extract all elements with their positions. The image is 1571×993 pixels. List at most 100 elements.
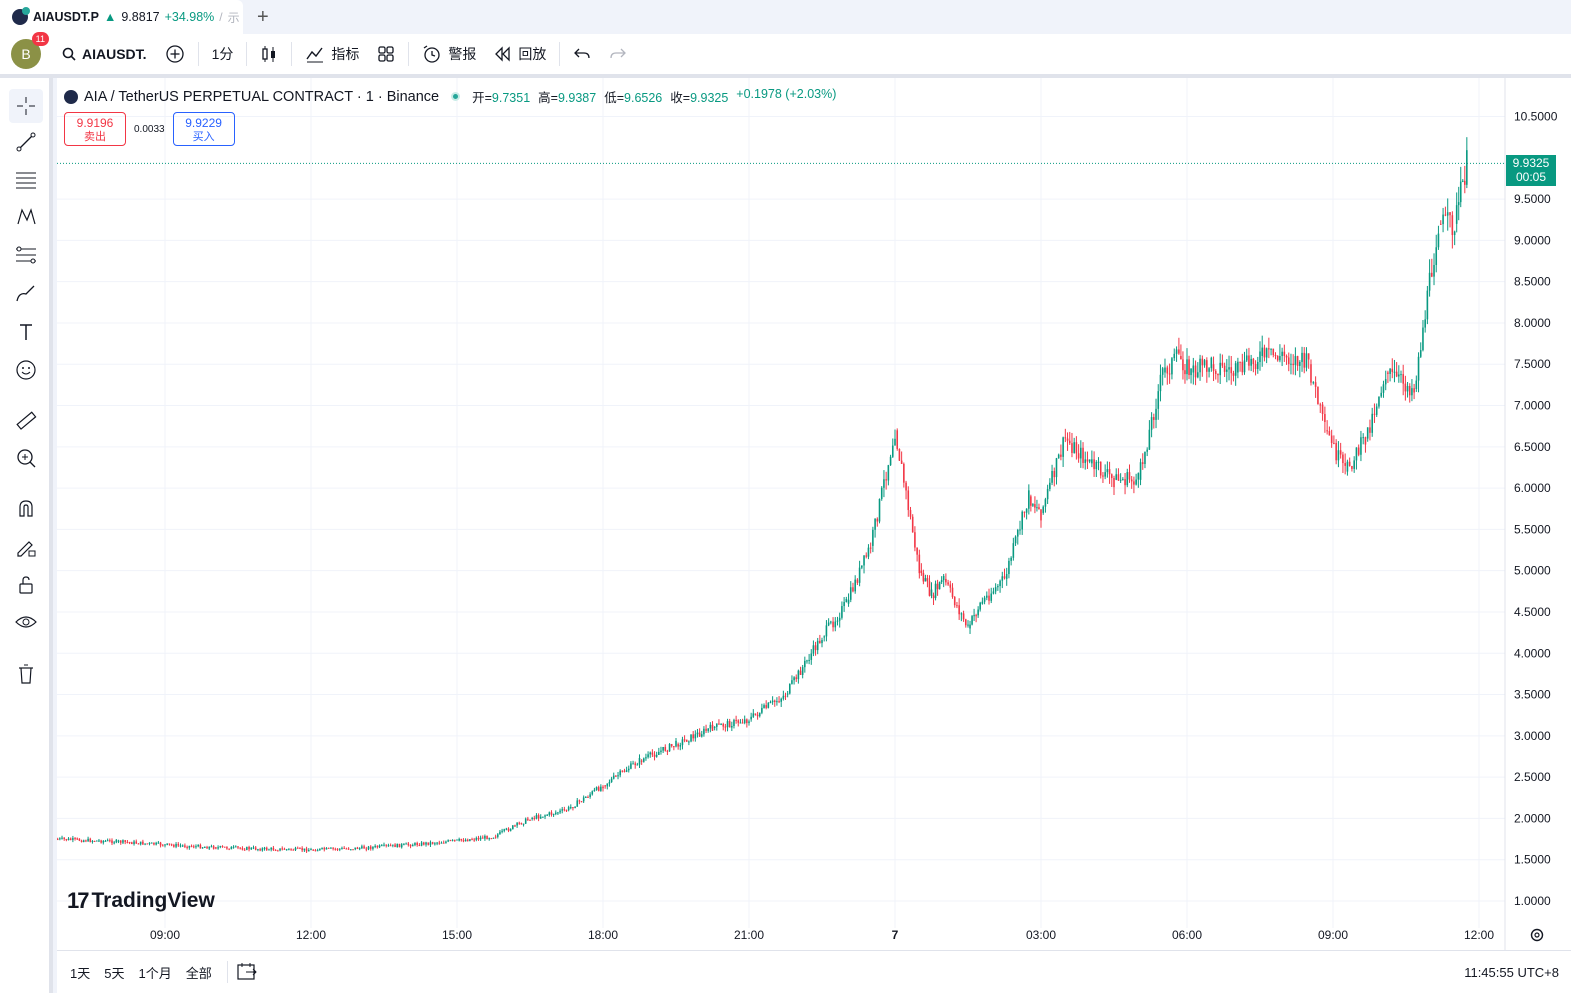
candle-body [1175,349,1178,354]
candle-body [550,812,553,815]
candle-body [1139,462,1142,480]
candle-body [1228,367,1230,370]
candle-body [1259,351,1261,363]
candle-body [894,438,896,446]
candle-body [1328,431,1331,436]
lock-drawing-icon[interactable] [9,530,43,564]
emoji-icon[interactable] [9,353,43,387]
new-tab-plus-icon[interactable]: + [257,5,269,28]
candle-body [1272,348,1275,355]
candle-body [981,601,984,604]
trend-line-icon[interactable] [9,125,43,159]
alert-button[interactable]: 警报 [413,39,485,69]
candle-body [1135,479,1137,485]
indicators-button[interactable]: 指标 [296,39,368,69]
interval-label: 1分 [211,46,234,62]
candle-body [144,843,146,845]
settings-gear-icon[interactable] [1529,927,1545,948]
candle-body [720,724,722,726]
candle-body [411,845,414,847]
symbol-search-button[interactable]: AIAUSDT. [53,39,156,69]
candle-body [95,840,98,842]
candle-body [257,849,259,851]
candle-body [930,589,933,596]
candle-body [1088,459,1091,462]
candle-body [407,843,410,846]
candle-body [1326,430,1328,432]
symbol-tab[interactable]: AIAUSDT.P ▲ 9.8817 +34.98% / 示 [0,0,243,34]
candle-body [784,695,787,697]
compare-add-button[interactable] [156,39,194,69]
goto-date-icon[interactable] [236,961,258,984]
candle-body [226,847,228,849]
pattern-icon[interactable] [9,200,43,234]
candle-body [1292,363,1294,366]
magnet-icon[interactable] [9,492,43,526]
candle-body [57,839,59,841]
ruler-icon[interactable] [9,404,43,438]
candle-body [179,845,182,847]
undo-button[interactable] [564,39,600,69]
candle-body [900,460,903,464]
buy-button[interactable]: 9.9229 买入 [172,112,235,146]
clock-timezone[interactable]: 11:45:55 UTC+8 [1464,964,1559,980]
chart-area[interactable]: 10.5000 9.5000 9.0000 8.5000 8.0000 7.5000 7.0… [57,78,1571,993]
candle-body [1285,355,1288,358]
candle-body [816,640,819,651]
interval-button[interactable]: 1分 [203,39,243,69]
tradingview-logo[interactable]: 17 TradingView [67,888,215,914]
candle-body [481,837,484,839]
candle-body [746,719,748,724]
range-1d[interactable]: 1天 [70,965,91,981]
zoom-in-icon[interactable] [9,441,43,475]
tab-change: +34.98% [164,10,215,24]
sell-label: 卖出 [84,131,106,143]
trash-icon[interactable] [9,657,43,691]
forecast-icon[interactable] [9,238,43,272]
range-1m[interactable]: 1个月 [138,965,172,981]
candle-body [501,830,503,832]
candle-body [477,837,480,840]
crosshair-tool-icon[interactable] [9,89,43,123]
bottom-bar: 1天 5天 1个月 全部 11:45:55 UTC+8 [57,950,1571,993]
candle-body [215,847,217,849]
fib-lines-icon[interactable] [9,163,43,197]
candle-body [916,547,918,555]
redo-button[interactable] [600,39,636,69]
candle-body [1223,365,1226,372]
candle-body [1113,477,1115,488]
candle-body [325,847,328,850]
layout-button[interactable] [368,39,404,69]
x-tick-label: 12:00 [296,928,326,942]
candle-body [905,482,907,491]
candle-body [769,702,772,704]
candle-body [210,846,213,848]
candle-body [938,582,941,590]
candle-body [861,565,863,568]
candle-body [126,841,129,843]
candle-body [819,640,821,644]
candle-body [979,602,981,610]
candle-body [763,705,765,708]
candle-body [1355,447,1358,461]
eye-icon[interactable] [9,606,43,640]
candle-body [1214,370,1217,374]
candle-body [1263,347,1266,358]
unlock-icon[interactable] [9,568,43,602]
price-chart[interactable]: 10.5000 9.5000 9.0000 8.5000 8.0000 7.5000 7.0… [57,78,1571,950]
candle-body [376,845,379,848]
text-tool-icon[interactable] [9,315,43,349]
brush-icon[interactable] [9,276,43,310]
candle-body [681,739,684,746]
range-5d[interactable]: 5天 [104,965,125,981]
candle-body [1398,374,1400,377]
avatar[interactable]: B 11 [11,32,49,69]
candle-body [1457,202,1460,206]
candle-body [604,785,606,787]
sell-button[interactable]: 9.9196 卖出 [64,112,126,146]
candle-body [1095,461,1098,470]
range-all[interactable]: 全部 [185,965,212,981]
chart-type-button[interactable] [251,39,287,69]
candle-body [992,591,995,594]
replay-button[interactable]: 回放 [485,39,555,69]
